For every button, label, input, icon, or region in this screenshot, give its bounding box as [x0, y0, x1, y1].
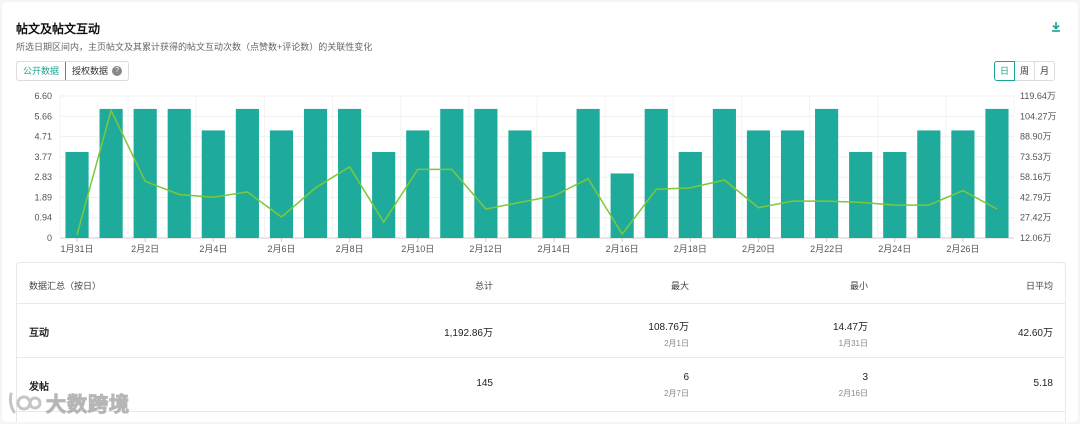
tab-authorized-label: 授权数据 — [72, 66, 109, 76]
x-tick-label: 2月12日 — [469, 244, 502, 254]
left-tick-label: 3.77 — [34, 152, 52, 162]
bar — [849, 151, 873, 238]
right-tick-label: 104.27万 — [1020, 111, 1057, 121]
row-total: 1,192.86万 — [444, 328, 493, 339]
left-tick-label: 4.71 — [34, 132, 52, 142]
bar — [201, 130, 225, 238]
watermark-text: 大数跨境 — [46, 394, 130, 417]
card-subtitle: 所选日期区间内，主页帖文及其累计获得的帖文互动次数（点赞数+评论数）的关联性变化 — [16, 42, 373, 52]
right-tick-label: 88.90万 — [1020, 132, 1052, 142]
row-label: 互动 — [29, 328, 49, 339]
header-label: 数据汇总（按日） — [29, 281, 102, 291]
table-header-row: 数据汇总（按日） 总计 最大 最小 日平均 — [17, 263, 1065, 304]
bar — [746, 130, 771, 238]
left-tick-label: 6.60 — [34, 91, 52, 101]
bar — [883, 151, 907, 238]
x-tick-label: 2月4日 — [199, 244, 227, 254]
bar — [917, 130, 941, 238]
bar — [576, 108, 600, 238]
x-tick-label: 2月14日 — [538, 244, 571, 254]
tab-public-data[interactable]: 公开数据 — [17, 62, 67, 80]
row-total: 145 — [476, 378, 493, 389]
row-max-date: 2月7日 — [664, 389, 689, 398]
left-tick-label: 1.89 — [34, 192, 52, 202]
right-tick-label: 42.79万 — [1020, 192, 1052, 202]
x-tick-label: 2月6日 — [267, 244, 295, 254]
help-icon[interactable]: ? — [112, 66, 123, 76]
row-max: 6 — [683, 372, 689, 383]
right-tick-label: 58.16万 — [1020, 172, 1052, 182]
row-max: 108.76万 — [648, 322, 689, 333]
bar — [235, 108, 259, 238]
x-tick-label: 2月26日 — [946, 244, 979, 254]
bar — [815, 108, 839, 238]
row-max-date: 2月1日 — [664, 339, 689, 348]
left-tick-label: 2.83 — [34, 172, 52, 182]
tab-month[interactable]: 月 — [1034, 61, 1055, 81]
x-tick-label: 2月16日 — [606, 244, 639, 254]
brand-logo-icon — [8, 392, 42, 413]
right-tick-label: 12.06万 — [1020, 233, 1052, 243]
right-tick-label: 119.64万 — [1020, 91, 1056, 101]
x-tick-label: 2月18日 — [674, 244, 707, 254]
bar — [951, 130, 975, 238]
row-min-date: 1月31日 — [838, 339, 868, 348]
bar — [644, 108, 668, 238]
bar — [99, 108, 123, 238]
bar — [712, 108, 736, 238]
bar — [338, 108, 362, 238]
summary-table: 数据汇总（按日） 总计 最大 最小 日平均 互动 1,192.86万 108.7… — [16, 262, 1066, 422]
table-row: 发帖 145 6 2月7日 3 2月16日 5.18 — [17, 358, 1065, 412]
card-title: 帖文及帖文互动 — [16, 22, 101, 36]
bar — [678, 151, 702, 238]
table-row: 互动 1,192.86万 108.76万 2月1日 14.47万 1月31日 4… — [17, 304, 1065, 358]
header-total: 总计 — [474, 281, 493, 291]
bar — [133, 108, 157, 238]
row-label: 发帖 — [29, 382, 49, 393]
left-tick-label: 0.94 — [34, 213, 52, 223]
combo-chart: 0 0.94 1.89 2.83 3.77 4.71 5.66 6.60 12.06万 27.42… — [34, 91, 1057, 254]
x-tick-label: 2月8日 — [336, 244, 364, 254]
watermark: 大数跨境 — [8, 388, 130, 417]
x-tick-label: 2月10日 — [401, 244, 434, 254]
period-toggle: 日 周 月 — [994, 61, 1055, 81]
bar — [167, 108, 191, 238]
bar — [610, 173, 634, 238]
row-min: 3 — [862, 372, 868, 383]
x-tick-label: 2月24日 — [878, 244, 911, 254]
bar — [303, 108, 328, 238]
x-tick-label: 2月2日 — [131, 244, 159, 254]
row-min-date: 2月16日 — [838, 389, 868, 398]
bar — [440, 108, 464, 238]
bar — [269, 130, 294, 238]
right-tick-label: 73.53万 — [1020, 152, 1052, 162]
header-avg: 日平均 — [1025, 281, 1053, 291]
bar — [780, 130, 805, 238]
tab-week[interactable]: 周 — [1014, 61, 1035, 81]
bar — [474, 108, 498, 238]
x-tick-label: 2月22日 — [810, 244, 843, 254]
header-min: 最小 — [849, 281, 868, 291]
tab-day[interactable]: 日 — [994, 61, 1015, 81]
row-avg: 5.18 — [1033, 378, 1053, 389]
bar — [65, 151, 89, 238]
bar — [985, 108, 1009, 238]
left-tick-label: 5.66 — [34, 111, 52, 121]
bar — [372, 151, 396, 238]
header-max: 最大 — [670, 281, 689, 291]
data-source-toggle: 公开数据 授权数据 ? — [16, 61, 130, 81]
x-tick-label: 2月20日 — [742, 244, 775, 254]
tab-authorized-data[interactable]: 授权数据 ? — [66, 62, 129, 80]
left-tick-label: 0 — [47, 233, 52, 243]
right-tick-label: 27.42万 — [1020, 213, 1052, 223]
row-avg: 42.60万 — [1017, 328, 1053, 339]
series-line — [76, 108, 998, 236]
bar — [508, 130, 532, 238]
x-tick-label: 1月31日 — [61, 244, 94, 254]
row-min: 14.47万 — [832, 322, 868, 333]
download-icon[interactable] — [1049, 20, 1063, 34]
bar — [406, 130, 430, 238]
